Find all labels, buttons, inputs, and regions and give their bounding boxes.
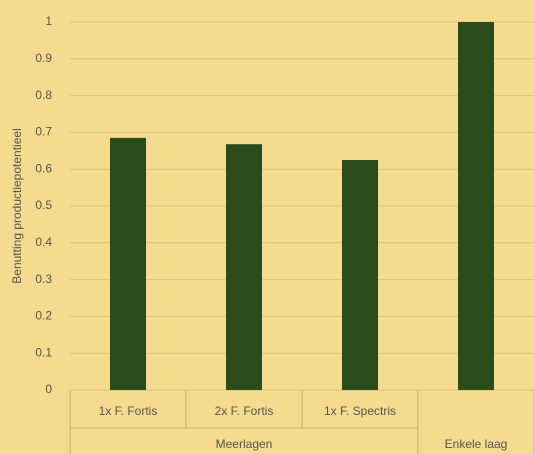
x-tick-label: 1x F. Spectris — [324, 404, 396, 418]
y-axis-label: Benutting productiepotentieel — [10, 128, 24, 283]
x-tick-label: 2x F. Fortis — [215, 404, 274, 418]
bar — [226, 144, 262, 390]
bar — [458, 22, 494, 390]
bar — [110, 137, 146, 390]
group-label: Enkele laag — [445, 437, 508, 451]
group-label: Meerlagen — [216, 437, 273, 451]
y-tick-label: 0.6 — [35, 161, 52, 175]
bar — [342, 160, 378, 390]
y-tick-label: 0.9 — [35, 51, 52, 65]
y-tick-label: 0.3 — [35, 272, 52, 286]
y-tick-label: 0.4 — [35, 235, 52, 249]
y-tick-label: 0.2 — [35, 309, 52, 323]
x-tick-label: 1x F. Fortis — [99, 404, 158, 418]
y-tick-label: 1 — [45, 14, 52, 28]
y-tick-label: 0.8 — [35, 88, 52, 102]
y-tick-label: 0.5 — [35, 198, 52, 212]
y-tick-label: 0.7 — [35, 125, 52, 139]
y-tick-label: 0 — [45, 382, 52, 396]
y-tick-label: 0.1 — [35, 345, 52, 359]
